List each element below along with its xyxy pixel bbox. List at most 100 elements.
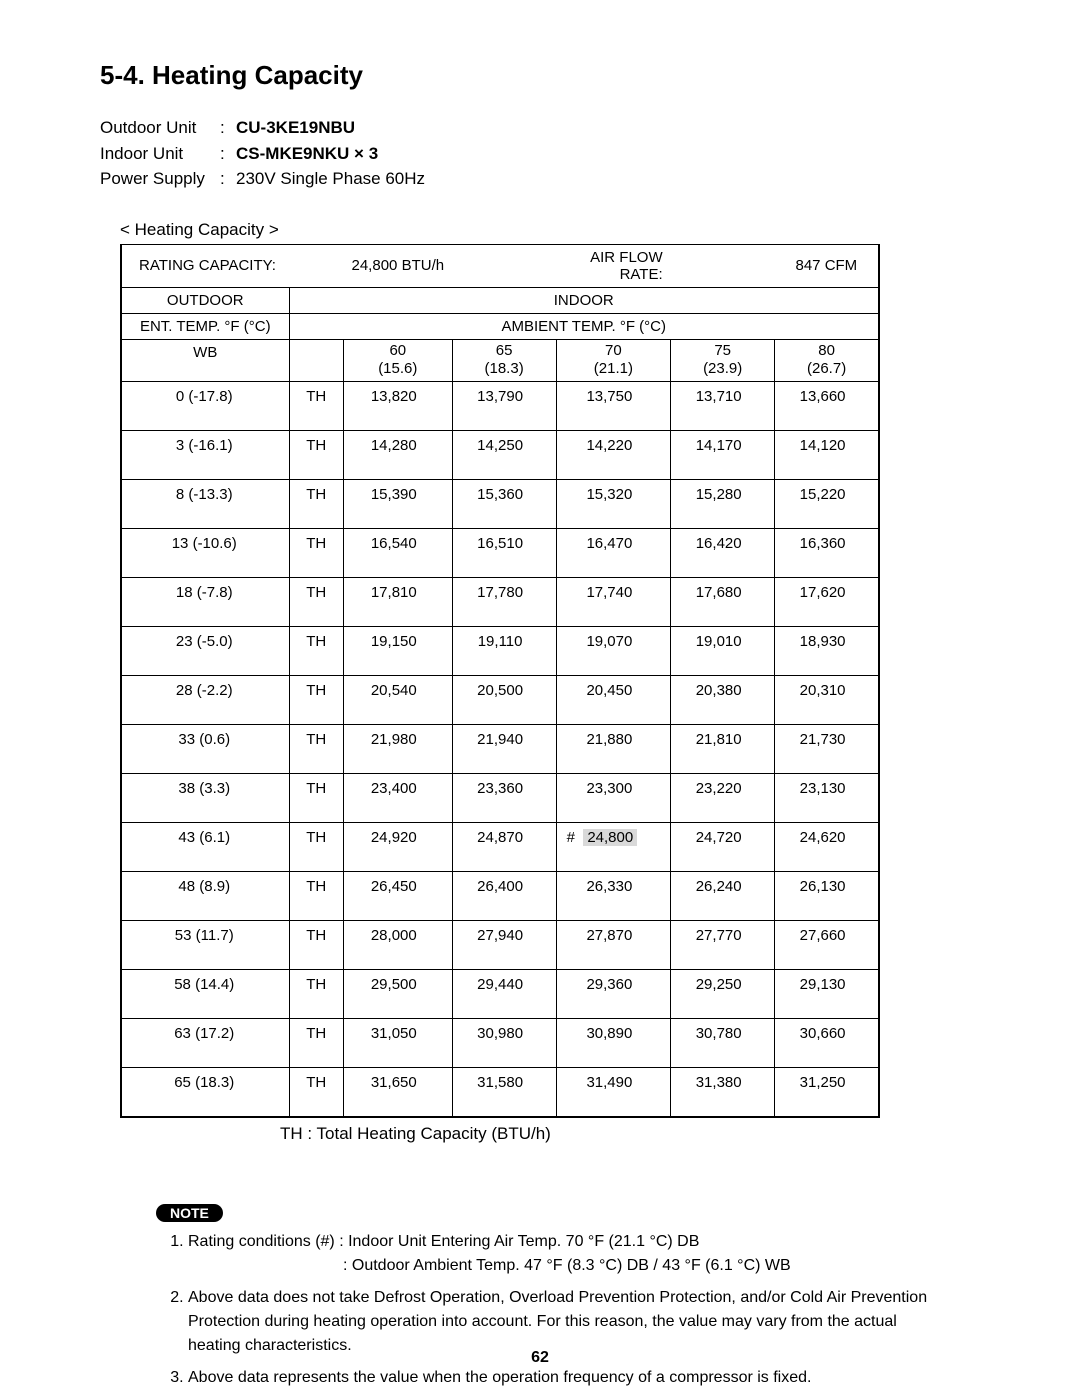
col-temp-4: 80(26.7) (775, 339, 879, 381)
value-cell: 15,360 (452, 480, 556, 529)
value-cell: 27,660 (775, 921, 879, 970)
outdoor-temp-cell: 0 (-17.8) (121, 382, 289, 431)
value-cell: 30,980 (452, 1019, 556, 1068)
value-cell: 21,810 (671, 725, 775, 774)
col-temp-0: 60(15.6) (344, 339, 453, 381)
th-label-cell: TH (289, 823, 344, 872)
outdoor-temp-cell: 53 (11.7) (121, 921, 289, 970)
value-cell: 23,300 (556, 774, 671, 823)
value-cell: 14,280 (344, 431, 453, 480)
value-cell: 20,310 (775, 676, 879, 725)
value-cell: 16,470 (556, 529, 671, 578)
value-cell: 26,400 (452, 872, 556, 921)
section-title: 5-4. Heating Capacity (100, 60, 980, 91)
value-cell: 21,980 (344, 725, 453, 774)
note-3: Above data represents the value when the… (188, 1366, 950, 1390)
value-cell: 14,120 (775, 431, 879, 480)
value-cell: 21,940 (452, 725, 556, 774)
th-label-cell: TH (289, 431, 344, 480)
value-cell: 21,730 (775, 725, 879, 774)
outdoor-unit-value: CU-3KE19NBU (236, 115, 355, 141)
th-label-cell: TH (289, 970, 344, 1019)
ambient-temp-header: AMBIENT TEMP. °F (°C) (289, 313, 879, 339)
outdoor-temp-cell: 23 (-5.0) (121, 627, 289, 676)
outdoor-temp-cell: 58 (14.4) (121, 970, 289, 1019)
th-label-cell: TH (289, 774, 344, 823)
value-cell: 20,450 (556, 676, 671, 725)
value-cell: 31,580 (452, 1068, 556, 1118)
value-cell: 13,660 (775, 382, 879, 431)
value-cell: 24,620 (775, 823, 879, 872)
value-cell: 14,250 (452, 431, 556, 480)
table-row: 63 (17.2)TH31,05030,98030,89030,78030,66… (121, 1019, 879, 1068)
table-row: 53 (11.7)TH28,00027,94027,87027,77027,66… (121, 921, 879, 970)
value-cell: 15,280 (671, 480, 775, 529)
value-cell: 27,770 (671, 921, 775, 970)
value-cell: 17,620 (775, 578, 879, 627)
table-row: 58 (14.4)TH29,50029,44029,36029,25029,13… (121, 970, 879, 1019)
th-label-cell: TH (289, 725, 344, 774)
value-cell: 15,390 (344, 480, 453, 529)
value-cell: 26,130 (775, 872, 879, 921)
power-supply-label: Power Supply (100, 166, 220, 192)
value-cell: 16,420 (671, 529, 775, 578)
table-row: 23 (-5.0)TH19,15019,11019,07019,01018,93… (121, 627, 879, 676)
value-cell: 19,070 (556, 627, 671, 676)
value-cell: 28,000 (344, 921, 453, 970)
value-cell: 30,660 (775, 1019, 879, 1068)
value-cell: 26,330 (556, 872, 671, 921)
value-cell: 23,400 (344, 774, 453, 823)
value-cell: 30,890 (556, 1019, 671, 1068)
value-cell: 31,250 (775, 1068, 879, 1118)
value-cell: 17,740 (556, 578, 671, 627)
table-row: 18 (-7.8)TH17,81017,78017,74017,68017,62… (121, 578, 879, 627)
page: 5-4. Heating Capacity Outdoor Unit : CU-… (0, 0, 1080, 1397)
th-label-cell: TH (289, 578, 344, 627)
th-label-cell: TH (289, 529, 344, 578)
table-row: 33 (0.6)TH21,98021,94021,88021,81021,730 (121, 725, 879, 774)
table-row: 38 (3.3)TH23,40023,36023,30023,22023,130 (121, 774, 879, 823)
airflow-value: 847 CFM (775, 244, 879, 287)
col-temp-2: 70(21.1) (556, 339, 671, 381)
outdoor-temp-cell: 38 (3.3) (121, 774, 289, 823)
outdoor-temp-cell: 65 (18.3) (121, 1068, 289, 1118)
heating-capacity-table: RATING CAPACITY: 24,800 BTU/h AIR FLOW R… (120, 244, 880, 1119)
value-cell: 20,500 (452, 676, 556, 725)
value-cell: 29,130 (775, 970, 879, 1019)
th-label-cell: TH (289, 1068, 344, 1118)
outdoor-temp-cell: 33 (0.6) (121, 725, 289, 774)
col-temp-3: 75(23.9) (671, 339, 775, 381)
th-footnote: TH : Total Heating Capacity (BTU/h) (280, 1124, 980, 1144)
indoor-header: INDOOR (289, 287, 879, 313)
th-label-cell: TH (289, 480, 344, 529)
th-label-cell: TH (289, 1019, 344, 1068)
note-badge: NOTE (156, 1204, 223, 1222)
table-row: 13 (-10.6)TH16,54016,51016,47016,42016,3… (121, 529, 879, 578)
value-cell: 29,250 (671, 970, 775, 1019)
value-cell: 13,790 (452, 382, 556, 431)
airflow-label: AIR FLOW RATE: (556, 244, 671, 287)
th-label-cell: TH (289, 872, 344, 921)
table-row: 65 (18.3)TH31,65031,58031,49031,38031,25… (121, 1068, 879, 1118)
outdoor-temp-cell: 43 (6.1) (121, 823, 289, 872)
outdoor-unit-label: Outdoor Unit (100, 115, 220, 141)
rating-point-highlight: 24,800 (583, 829, 637, 846)
unit-specs: Outdoor Unit : CU-3KE19NBU Indoor Unit :… (100, 115, 980, 192)
outdoor-temp-cell: 63 (17.2) (121, 1019, 289, 1068)
rating-capacity-value: 24,800 BTU/h (344, 244, 453, 287)
value-cell: 18,930 (775, 627, 879, 676)
value-cell: 31,380 (671, 1068, 775, 1118)
wb-header: WB (121, 339, 289, 382)
outdoor-temp-cell: 8 (-13.3) (121, 480, 289, 529)
table-row: 8 (-13.3)TH15,39015,36015,32015,28015,22… (121, 480, 879, 529)
value-cell: 19,110 (452, 627, 556, 676)
value-cell: 30,780 (671, 1019, 775, 1068)
value-cell: 20,540 (344, 676, 453, 725)
outdoor-temp-cell: 18 (-7.8) (121, 578, 289, 627)
value-cell: 16,360 (775, 529, 879, 578)
value-cell: 16,510 (452, 529, 556, 578)
value-cell: 14,220 (556, 431, 671, 480)
table-row: 0 (-17.8)TH13,82013,79013,75013,71013,66… (121, 382, 879, 431)
value-cell: 15,220 (775, 480, 879, 529)
outdoor-temp-cell: 28 (-2.2) (121, 676, 289, 725)
